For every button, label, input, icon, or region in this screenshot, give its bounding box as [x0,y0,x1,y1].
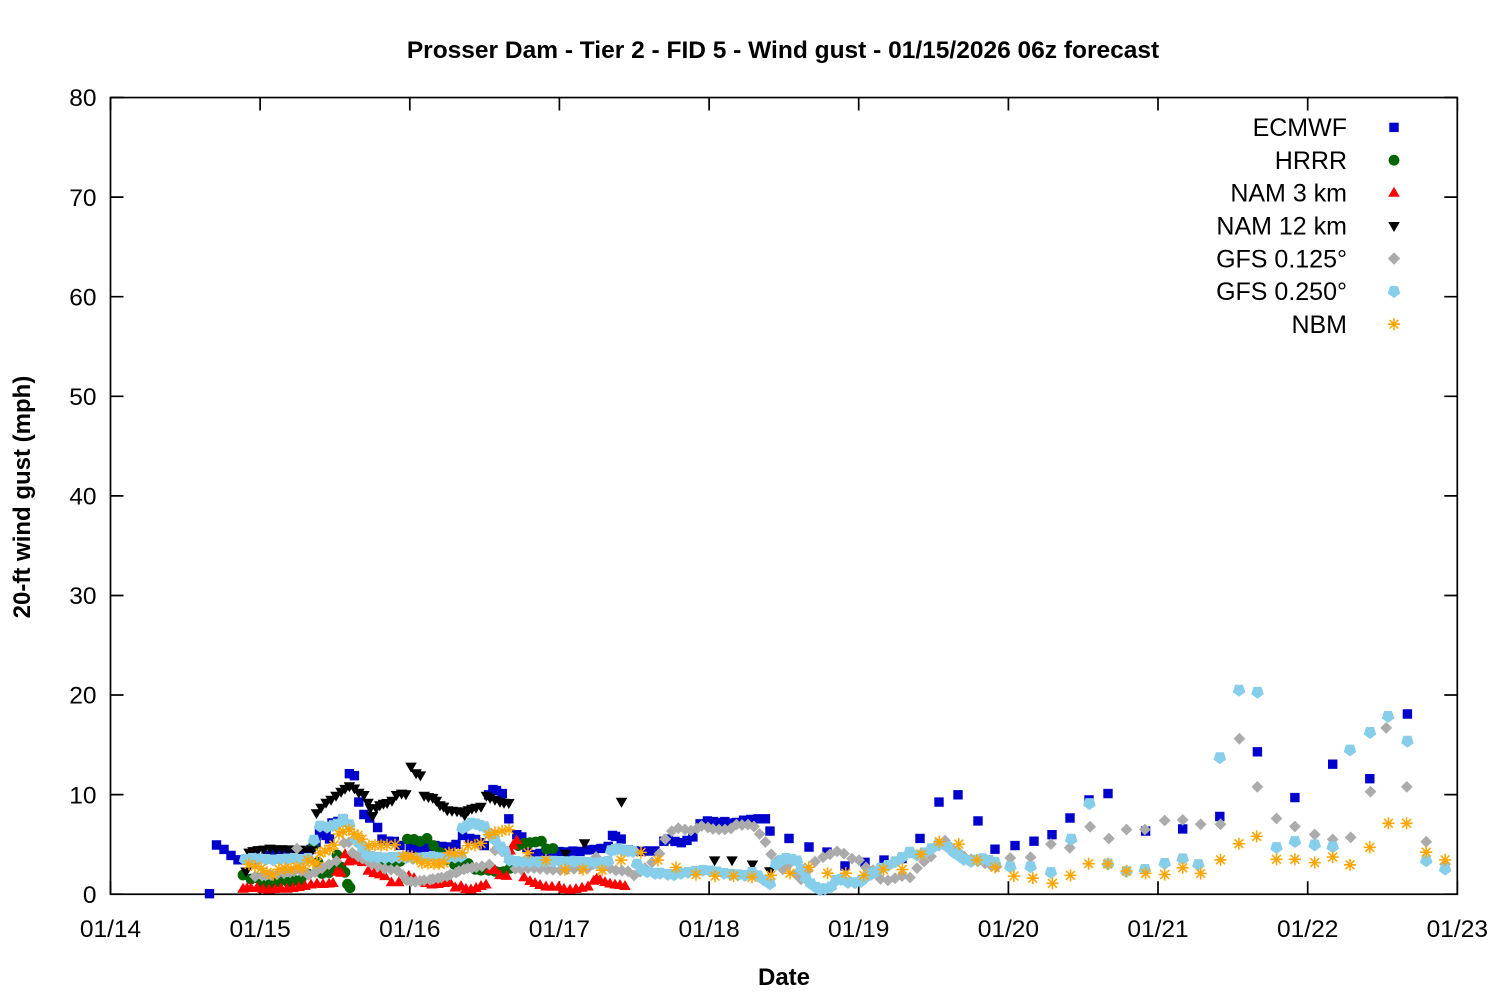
svg-text:Prosser Dam - Tier 2 - FID 5 -: Prosser Dam - Tier 2 - FID 5 - Wind gust… [407,37,1159,64]
svg-text:50: 50 [69,384,96,411]
svg-text:GFS 0.125°: GFS 0.125° [1216,245,1347,273]
svg-text:10: 10 [69,782,96,809]
svg-text:NAM 3 km: NAM 3 km [1230,180,1347,208]
svg-text:GFS 0.250°: GFS 0.250° [1216,278,1347,306]
svg-text:20-ft wind gust (mph): 20-ft wind gust (mph) [9,376,36,619]
svg-text:0: 0 [83,882,97,909]
svg-text:60: 60 [69,284,96,311]
svg-text:01/14: 01/14 [80,916,141,943]
svg-text:01/16: 01/16 [379,916,440,943]
svg-text:80: 80 [69,85,96,112]
svg-text:01/15: 01/15 [229,916,290,943]
svg-text:01/17: 01/17 [529,916,590,943]
svg-text:30: 30 [69,583,96,610]
svg-text:Date: Date [758,964,810,991]
svg-text:40: 40 [69,484,96,511]
svg-text:ECMWF: ECMWF [1253,114,1347,142]
svg-text:NBM: NBM [1291,311,1347,339]
svg-text:70: 70 [69,185,96,212]
svg-text:20: 20 [69,683,96,710]
svg-text:01/19: 01/19 [828,916,889,943]
svg-text:01/23: 01/23 [1427,916,1488,943]
svg-text:01/18: 01/18 [678,916,739,943]
svg-text:HRRR: HRRR [1275,147,1347,175]
svg-text:01/21: 01/21 [1127,916,1188,943]
svg-text:01/22: 01/22 [1277,916,1338,943]
svg-text:NAM 12 km: NAM 12 km [1216,213,1347,241]
svg-text:01/20: 01/20 [978,916,1039,943]
